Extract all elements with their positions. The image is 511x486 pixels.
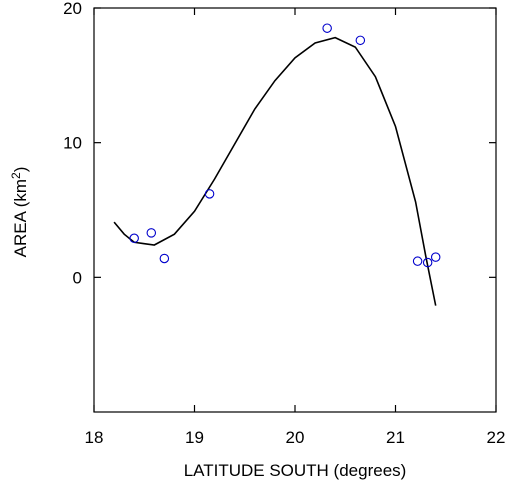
- y-axis-label-superscript: 2: [9, 172, 23, 179]
- y-tick-label: 20: [63, 0, 82, 18]
- x-axis-label: LATITUDE SOUTH (degrees): [184, 461, 407, 480]
- data-point: [322, 23, 332, 33]
- x-tick-label: 22: [487, 428, 506, 447]
- x-tick-label: 20: [286, 428, 305, 447]
- y-tick-label: 0: [73, 268, 82, 287]
- y-axis-label-main: AREA (km: [11, 179, 30, 257]
- y-axis-label: AREA (km2): [9, 167, 30, 258]
- data-points: [129, 23, 441, 268]
- plot-frame: [93, 7, 497, 413]
- data-point: [204, 189, 215, 199]
- data-point: [159, 253, 170, 264]
- y-axis-label-close: ): [11, 167, 30, 173]
- fit-curve: [113, 36, 437, 306]
- x-tick-label: 21: [386, 428, 405, 447]
- data-point: [430, 252, 441, 262]
- tick-labels: 18 19 20 21 22 0 10 20: [63, 0, 505, 447]
- data-point: [422, 257, 433, 268]
- data-point: [355, 35, 366, 46]
- tick-marks: [93, 7, 497, 412]
- data-point: [412, 256, 423, 266]
- y-tick-label: 10: [63, 134, 82, 153]
- data-point: [146, 228, 157, 238]
- data-point: [129, 233, 139, 244]
- x-tick-label: 19: [185, 428, 204, 447]
- x-tick-label: 18: [85, 428, 104, 447]
